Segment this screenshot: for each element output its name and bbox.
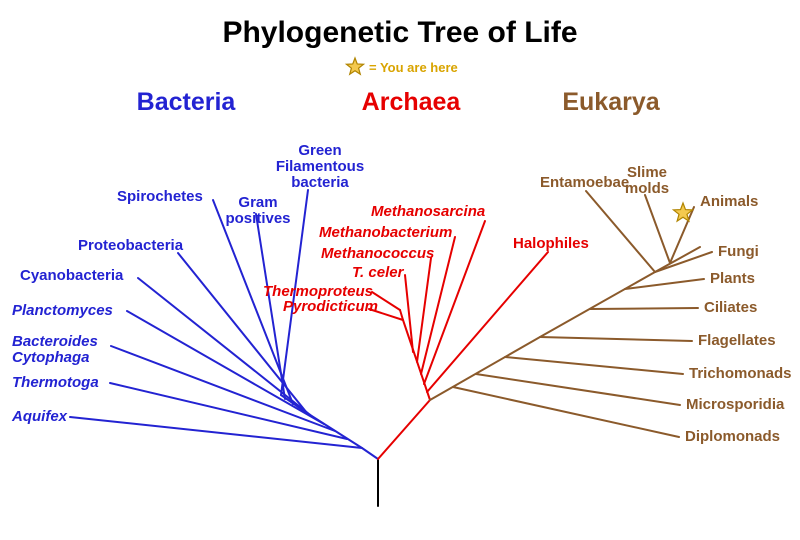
- eukarya_leaves-label-microsporidia: Microsporidia: [686, 396, 785, 413]
- domain-archaea: Archaea: [362, 88, 462, 116]
- eukarya_leaves-branch-microsporidia: [476, 374, 680, 405]
- bacteria_leaves-label-green-3: bacteria: [291, 174, 349, 191]
- eukarya_leaves-label-slime: Slime: [627, 164, 667, 181]
- eukarya_leaves-label-trichomonads: Trichomonads: [689, 365, 792, 382]
- page-title: Phylogenetic Tree of Life: [222, 16, 577, 49]
- bacteria_leaves-label-cytophaga: Cytophaga: [12, 349, 90, 366]
- archaea_leaves-label-pyrodicticum: Pyrodicticum: [283, 298, 378, 315]
- bacteria_leaves-label-planctomyces: Planctomyces: [12, 302, 113, 319]
- bacteria_leaves-branch-planctomyces: [127, 311, 324, 424]
- eukarya_leaves-label-animals: Animals: [700, 193, 758, 210]
- bacteria_leaves-label-green-2: Filamentous: [276, 158, 364, 175]
- eukarya_leaves-label-entamoebae: Entamoebae: [540, 174, 629, 191]
- bacteria_leaves-branch-gram: [256, 214, 285, 399]
- bacteria_leaves-label-bacteroides: Bacteroides: [12, 333, 98, 350]
- archaea_leaves-label-methanococcus: Methanococcus: [321, 245, 434, 262]
- archaea_leaves-label-methanobacterium: Methanobacterium: [319, 224, 452, 241]
- bacteria_leaves-label-spirochetes: Spirochetes: [117, 188, 203, 205]
- bacteria_leaves-label-proteobacteria: Proteobacteria: [78, 237, 184, 254]
- bacteria_leaves-label-cyanobacteria: Cyanobacteria: [20, 267, 124, 284]
- eukarya_leaves-branch-entamoebae: [586, 191, 655, 272]
- eukarya_leaves-branch-slime: [645, 195, 670, 263]
- eukarya_leaves-label-flagellates: Flagellates: [698, 332, 776, 349]
- domain-eukarya: Eukarya: [562, 88, 660, 116]
- eukarya_leaves-branch-plants: [625, 279, 704, 289]
- archaea_leaves-label-methanosarcina: Methanosarcina: [371, 203, 485, 220]
- bacteria_leaves-label-aquifex: Aquifex: [11, 408, 68, 425]
- bacteria_leaves-branch-bacteroides: [111, 346, 335, 431]
- eukarya_leaves-branch-ciliates: [590, 308, 698, 309]
- legend-star-icon: [346, 58, 363, 74]
- eukarya_leaves-label-plants: Plants: [710, 270, 755, 287]
- archaea_leaves-label-halophiles: Halophiles: [513, 235, 589, 252]
- archaea_leaves-label-tceler: T. celer: [352, 264, 405, 281]
- eukarya_leaves-label-diplomonads: Diplomonads: [685, 428, 780, 445]
- eukarya_leaves-branch-trichomonads: [505, 357, 683, 374]
- eukarya_leaves-branch-flagellates: [540, 337, 692, 341]
- eukarya_leaves-branch-diplomonads: [453, 387, 679, 437]
- eukarya_leaves-label-fungi: Fungi: [718, 243, 759, 260]
- bacteria_leaves-label-gram-2: positives: [225, 210, 290, 227]
- bacteria_leaves-label-gram: Gram: [238, 194, 277, 211]
- bacteria_leaves-label-green: Green: [298, 142, 341, 159]
- eukarya_leaves-label-slime-2: molds: [625, 180, 669, 197]
- eukarya_leaves-label-ciliates: Ciliates: [704, 299, 757, 316]
- bacteria_leaves-label-thermotoga: Thermotoga: [12, 374, 99, 391]
- archaea_leaves-branch-methanococcus: [417, 258, 431, 362]
- archaea-spine: [378, 310, 430, 459]
- archaea_leaves-label-thermoproteus: Thermoproteus: [263, 283, 373, 300]
- eukarya_leaves-branch-fungi: [655, 252, 712, 272]
- domain-bacteria: Bacteria: [137, 88, 237, 116]
- legend-text: = You are here: [369, 60, 458, 75]
